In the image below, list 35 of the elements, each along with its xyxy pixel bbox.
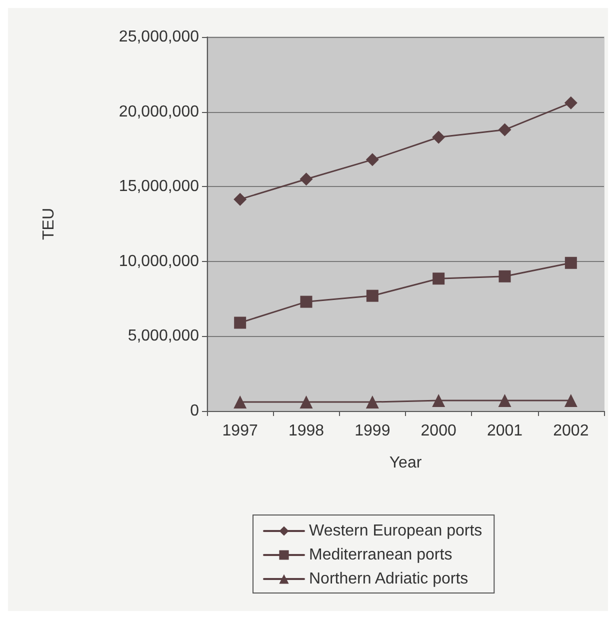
y-tick-label: 15,000,000 [118, 178, 200, 196]
point [432, 394, 446, 408]
x-tick-label: 1999 [354, 422, 390, 440]
x-axis-title: Year [389, 454, 422, 472]
legend-label: Mediterranean ports [309, 546, 452, 564]
point [234, 192, 247, 206]
y-tick-label: 25,000,000 [118, 28, 200, 46]
point [564, 394, 578, 408]
point [432, 130, 446, 144]
point [366, 290, 378, 302]
x-tick-label: 1998 [288, 422, 324, 440]
x-tick-label: 2000 [420, 422, 456, 440]
point [366, 153, 379, 166]
point [234, 316, 246, 329]
legend-label: Northern Adriatic ports [309, 570, 468, 588]
point [498, 270, 511, 282]
point [234, 396, 247, 409]
x-tick-label: 1997 [222, 422, 258, 440]
point [366, 396, 379, 409]
point [498, 123, 512, 136]
y-axis-title: TEU [40, 208, 58, 240]
y-tick-label: 0 [190, 402, 200, 420]
point [498, 394, 512, 408]
y-tick-label: 10,000,000 [118, 252, 200, 270]
point [564, 96, 578, 110]
point [300, 172, 313, 186]
point [300, 396, 313, 409]
point [564, 256, 577, 269]
x-tick-label: 2002 [553, 422, 589, 440]
y-tick-label: 20,000,000 [118, 103, 200, 120]
legend-label: Western European ports [309, 522, 482, 540]
x-tick-label: 2001 [486, 422, 523, 440]
point [432, 272, 445, 285]
y-tick-label: 5,000,000 [128, 328, 200, 345]
point [300, 296, 312, 308]
